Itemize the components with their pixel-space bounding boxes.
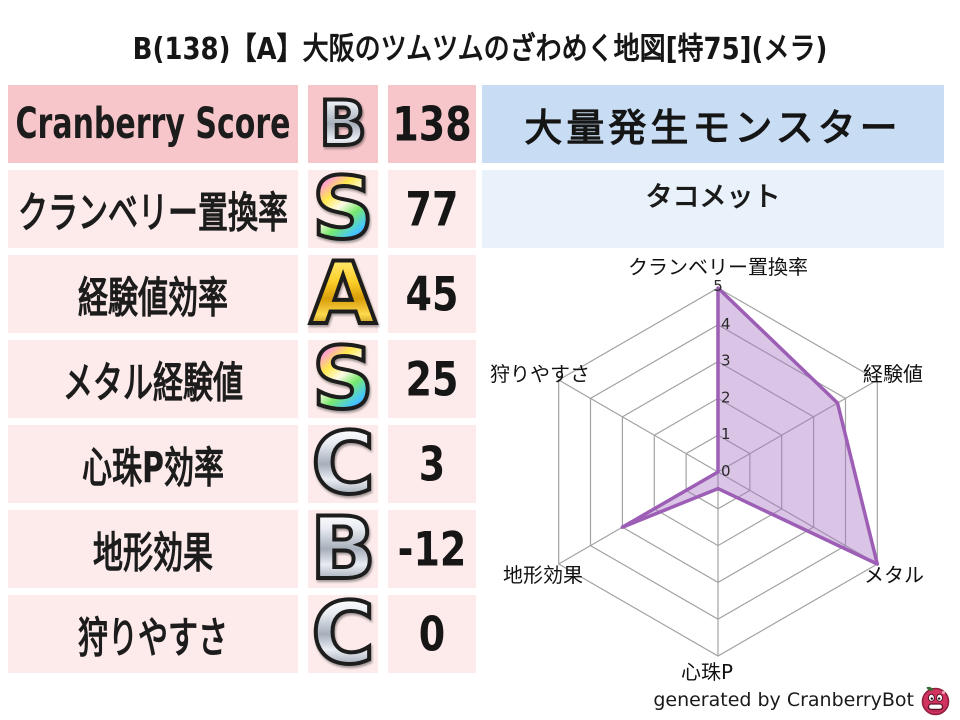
table-row-label: 心珠P効率 [8, 425, 298, 503]
table-row-grade: S [308, 159, 378, 259]
table-row-value: 77 [388, 170, 476, 248]
footer-credit: generated by CranberryBot [653, 684, 952, 716]
table-row-grade: S [308, 329, 378, 429]
monster-name-text: タコメット [645, 182, 781, 213]
table-row-label: 狩りやすさ [8, 595, 298, 673]
radar-data-polygon [620, 286, 880, 566]
cranberry-bot-icon [921, 686, 950, 716]
stat-value-text: 138 [392, 96, 472, 152]
table-row-label: 地形効果 [8, 510, 298, 588]
table-row-grade: C [308, 414, 378, 514]
stat-label-text: 地形効果 [93, 529, 213, 579]
radar-axis-spoke [717, 471, 878, 565]
stat-value-text: 0 [418, 606, 446, 662]
table-row-grade: B [308, 499, 378, 599]
stat-label-text: 心珠P効率 [82, 444, 224, 494]
page-title-text: B(138)【A】大阪のツムツムのざわめく地図[特75](メラ) [132, 31, 828, 68]
table-row-value: 3 [388, 425, 476, 503]
table-row-value: 0 [388, 595, 476, 673]
table-row-label: Cranberry Score [8, 85, 298, 163]
radar-axis-label: クランベリー置換率 [628, 255, 808, 279]
grade-letter: A [308, 244, 379, 344]
table-row-label: メタル経験値 [8, 340, 298, 418]
grade-letter: S [310, 159, 376, 259]
radar-axis-label: 心珠P [681, 660, 733, 684]
monster-panel-value: タコメット [482, 170, 944, 248]
radar-tick-label: 0 [721, 462, 731, 480]
monster-header-text: 大量発生モンスター [524, 105, 902, 150]
stat-label-text: 狩りやすさ [78, 614, 228, 664]
radar-axis-label: 狩りやすさ [490, 362, 590, 386]
radar-axis-spoke [558, 379, 719, 473]
stat-label-text: メタル経験値 [63, 359, 243, 409]
radar-axis-label: メタル [864, 563, 924, 587]
table-row-grade: A [308, 244, 379, 344]
grade-letter: B [308, 499, 378, 599]
radar-axis-label: 経験値 [863, 362, 923, 386]
radar-axis-spoke [717, 379, 878, 473]
table-row-grade: C [308, 584, 378, 684]
grade-letter: C [309, 584, 376, 684]
stats-table: Cranberry Score B 138 クランベリー置換率 S 77 経験値… [8, 85, 476, 684]
radar-tick-label: 1 [721, 425, 731, 443]
table-row-grade: B [308, 85, 378, 163]
credit-text: generated by CranberryBot [653, 689, 914, 711]
stat-label-text: 経験値効率 [78, 274, 228, 324]
stat-label-text: Cranberry Score [15, 99, 291, 149]
table-row-value: 45 [388, 255, 476, 333]
radar-axis-label: 地形効果 [503, 563, 583, 587]
table-row-value: 138 [388, 85, 476, 163]
grade-letter: C [309, 414, 376, 514]
radar-tick-label: 3 [721, 352, 731, 370]
stat-value-text: -12 [397, 521, 467, 577]
radar-tick-label: 4 [721, 315, 731, 333]
stat-value-text: 3 [418, 436, 446, 492]
table-row-value: -12 [388, 510, 476, 588]
stat-value-text: 25 [405, 351, 459, 407]
stat-value-text: 45 [405, 266, 459, 322]
grade-letter: S [310, 329, 376, 429]
table-row-value: 25 [388, 340, 476, 418]
radar-tick-label: 2 [721, 388, 731, 406]
table-row-label: クランベリー置換率 [8, 170, 298, 248]
page-title: B(138)【A】大阪のツムツムのざわめく地図[特75](メラ) [0, 28, 960, 67]
radar-tick-label: 5 [713, 277, 723, 295]
grade-letter: B [317, 85, 368, 163]
monster-panel-header: 大量発生モンスター [482, 85, 944, 163]
stat-label-text: クランベリー置換率 [18, 189, 288, 239]
stat-value-text: 77 [405, 181, 459, 237]
table-row-label: 経験値効率 [8, 255, 298, 333]
